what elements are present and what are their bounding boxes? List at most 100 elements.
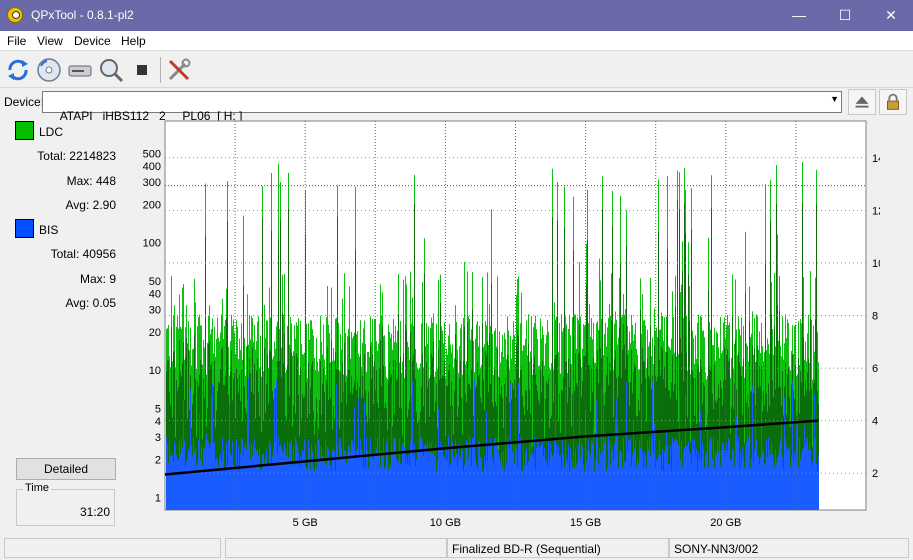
- bis-bar: [789, 447, 790, 510]
- ldc-bar-dark: [667, 249, 668, 510]
- bis-bar: [346, 463, 347, 510]
- bis-bar: [577, 460, 578, 510]
- ldc-bar-dark: [517, 329, 518, 510]
- menu-help[interactable]: Help: [121, 34, 146, 48]
- ldc-bar-dark: [712, 393, 713, 510]
- app-logo-icon: [7, 7, 23, 23]
- bis-bar: [554, 437, 555, 510]
- bis-bar: [671, 470, 672, 510]
- ldc-bar-dark: [740, 366, 741, 510]
- eject-icon[interactable]: [848, 89, 876, 115]
- ldc-bar-dark: [578, 353, 579, 510]
- ldc-bar-dark: [634, 363, 635, 510]
- menu-bar: File View Device Help: [0, 31, 913, 51]
- menu-file[interactable]: File: [7, 34, 27, 48]
- bis-bar: [501, 452, 502, 510]
- detailed-button[interactable]: Detailed: [16, 458, 116, 480]
- menu-device[interactable]: Device: [74, 34, 111, 48]
- y-left-tick-label: 10: [149, 365, 161, 377]
- bis-bar: [621, 451, 622, 510]
- bis-bar: [541, 444, 542, 510]
- bis-bar: [359, 457, 360, 510]
- settings-tools-icon[interactable]: [165, 56, 193, 84]
- drive-icon[interactable]: [66, 56, 94, 84]
- bis-bar: [631, 465, 632, 510]
- bis-bar: [428, 452, 429, 510]
- bis-bar: [221, 461, 222, 510]
- ldc-bar-dark: [787, 375, 788, 510]
- bis-bar: [332, 450, 333, 510]
- bis-bar: [456, 453, 457, 510]
- stop-icon[interactable]: [128, 56, 156, 84]
- bis-bar: [558, 446, 559, 510]
- device-select[interactable]: ATAPI iHBS112 2 PL06 [ H: ] ▼: [42, 91, 842, 123]
- ldc-bar-dark: [167, 360, 168, 510]
- bis-bar: [369, 456, 370, 510]
- y-left-tick-label: 400: [143, 161, 161, 173]
- minimize-button[interactable]: —: [792, 7, 806, 23]
- ldc-bar-dark: [574, 391, 575, 510]
- bis-bar: [339, 438, 340, 510]
- menu-view[interactable]: View: [37, 34, 63, 48]
- scan-icon[interactable]: [97, 56, 125, 84]
- refresh-icon[interactable]: [4, 56, 32, 84]
- maximize-button[interactable]: ☐: [838, 7, 852, 23]
- ldc-bar-dark: [177, 391, 178, 510]
- ldc-bar-dark: [816, 204, 817, 510]
- bis-bar: [308, 439, 309, 510]
- bis-bar: [753, 461, 754, 510]
- bis-bar: [324, 462, 325, 510]
- bis-bar: [194, 452, 195, 510]
- ldc-bar-dark: [675, 307, 676, 510]
- bis-bar: [679, 390, 680, 510]
- ldc-bar-dark: [647, 358, 648, 510]
- bis-bar: [290, 443, 291, 510]
- bis-bar: [779, 444, 780, 510]
- bis-bar: [384, 468, 385, 510]
- bis-bar: [447, 459, 448, 510]
- bis-bar: [217, 460, 218, 510]
- bis-bar: [487, 460, 488, 510]
- ldc-bar-dark: [750, 391, 751, 510]
- bis-bar: [472, 438, 473, 510]
- ldc-bar-dark: [380, 340, 381, 510]
- ldc-bar-dark: [214, 360, 215, 510]
- bis-bar: [518, 383, 519, 510]
- ldc-bar-dark: [734, 383, 735, 510]
- bis-total: Total: 40956: [50, 247, 116, 261]
- bis-bar: [614, 443, 615, 510]
- ldc-bar-dark: [741, 376, 742, 510]
- bis-bar: [261, 468, 262, 510]
- bis-bar: [466, 439, 467, 510]
- ldc-bar-dark: [656, 381, 657, 510]
- ldc-bar-dark: [534, 356, 535, 510]
- ldc-bar-dark: [227, 221, 228, 510]
- bis-bar: [377, 437, 378, 510]
- bis-bar: [741, 463, 742, 510]
- bis-bar: [695, 454, 696, 510]
- bis-bar: [492, 458, 493, 510]
- bis-bar: [684, 447, 685, 510]
- bis-bar: [787, 450, 788, 510]
- bis-bar: [318, 439, 319, 510]
- ldc-bar-dark: [310, 387, 311, 510]
- bis-bar: [723, 442, 724, 510]
- ldc-bar-dark: [535, 375, 536, 510]
- bis-bar: [342, 455, 343, 510]
- chevron-down-icon[interactable]: ▼: [830, 94, 839, 104]
- close-button[interactable]: ✕: [885, 7, 897, 23]
- disc-info-icon[interactable]: [35, 56, 63, 84]
- lock-icon[interactable]: [879, 89, 907, 115]
- ldc-bar-dark: [272, 390, 273, 510]
- bis-bar: [524, 466, 525, 510]
- bis-bar: [168, 463, 169, 510]
- ldc-bar-dark: [322, 383, 323, 510]
- bis-bar: [675, 437, 676, 510]
- bis-bar: [307, 468, 308, 510]
- bis-bar: [214, 441, 215, 510]
- bis-bar: [170, 456, 171, 510]
- ldc-bar-dark: [197, 380, 198, 510]
- bis-bar: [387, 438, 388, 510]
